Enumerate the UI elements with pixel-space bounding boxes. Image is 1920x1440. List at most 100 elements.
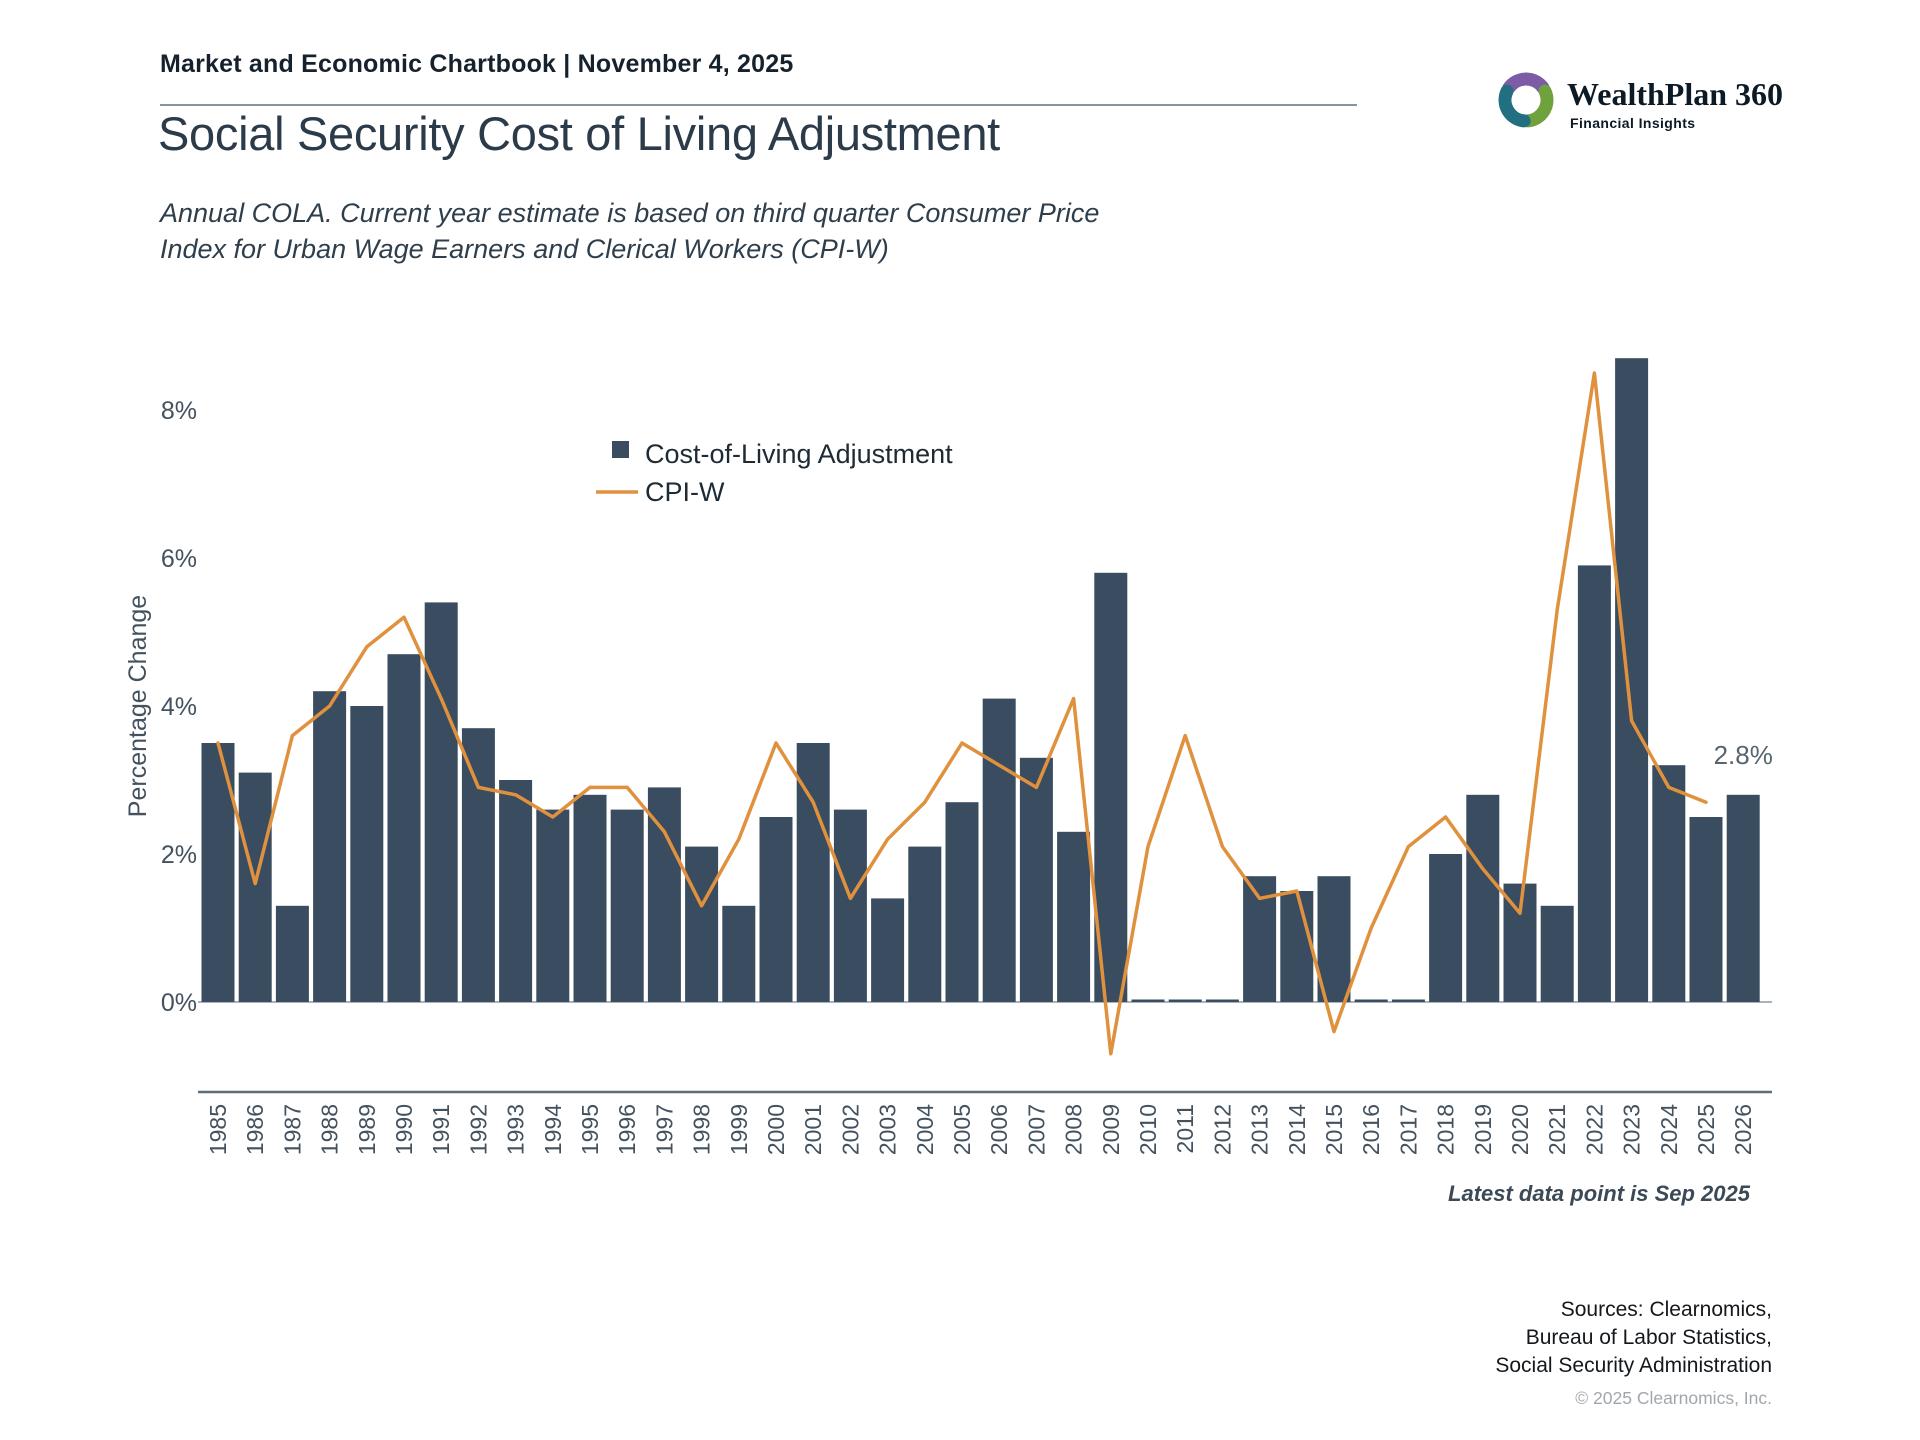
header-divider [160, 104, 1357, 106]
year-label-2000: 2000 [763, 1104, 789, 1155]
year-label-2025: 2025 [1693, 1104, 1719, 1155]
year-label-1989: 1989 [354, 1104, 380, 1155]
bar-1992 [461, 728, 495, 1002]
bar-2019 [1466, 794, 1500, 1002]
year-label-1995: 1995 [577, 1104, 603, 1155]
year-label-2016: 2016 [1358, 1104, 1384, 1155]
bar-2025 [1689, 817, 1723, 1002]
bar-1993 [499, 780, 533, 1002]
year-label-2004: 2004 [912, 1104, 938, 1155]
bar-1999 [722, 905, 756, 1002]
year-label-2009: 2009 [1098, 1104, 1124, 1155]
bar-2014 [1280, 891, 1314, 1002]
year-label-2024: 2024 [1656, 1104, 1682, 1155]
source-line: Social Security Administration [1495, 1354, 1772, 1377]
year-label-1996: 1996 [614, 1104, 640, 1155]
source-line: Bureau of Labor Statistics, [1525, 1326, 1772, 1349]
year-label-1999: 1999 [726, 1104, 752, 1155]
year-label-1990: 1990 [391, 1104, 417, 1155]
logo-swirl-purple [1502, 72, 1550, 95]
source-line: Sources: Clearnomics, [1560, 1298, 1772, 1321]
year-label-2007: 2007 [1023, 1104, 1049, 1155]
logo-text: WealthPlan 360 Financial Insights [1567, 78, 1783, 131]
year-label-1988: 1988 [317, 1104, 343, 1155]
logo-tagline: Financial Insights [1570, 115, 1696, 131]
year-label-2019: 2019 [1470, 1104, 1496, 1155]
y-axis-title: Percentage Change [124, 595, 152, 817]
bar-2017 [1391, 999, 1425, 1002]
bar-2018 [1429, 854, 1463, 1002]
legend-line-label: CPI-W [645, 477, 725, 507]
logo-wordmark: WealthPlan 360 [1567, 76, 1784, 112]
bar-2011 [1168, 999, 1202, 1002]
bar-2002 [833, 809, 867, 1002]
bar-2008 [1057, 831, 1091, 1002]
year-label-1985: 1985 [205, 1104, 231, 1155]
bar-2012 [1205, 999, 1239, 1002]
ytick-0%: 0% [161, 989, 197, 1017]
bar-1989 [350, 706, 384, 1002]
year-label-2020: 2020 [1507, 1104, 1533, 1155]
year-label-1992: 1992 [465, 1104, 491, 1155]
bar-2004 [908, 846, 942, 1002]
year-label-2005: 2005 [949, 1104, 975, 1155]
year-label-1987: 1987 [279, 1104, 305, 1155]
bar-1988 [313, 691, 347, 1002]
year-label-2011: 2011 [1172, 1104, 1198, 1153]
page-subtitle: Annual COLA. Current year estimate is ba… [160, 198, 1100, 264]
bar-2023 [1615, 358, 1649, 1002]
sources-block: Sources: Clearnomics, Bureau of Labor St… [1495, 1296, 1772, 1380]
year-label-2022: 2022 [1581, 1104, 1607, 1155]
ytick-2%: 2% [161, 841, 197, 869]
year-label-1998: 1998 [689, 1104, 715, 1155]
year-label-2023: 2023 [1619, 1104, 1645, 1155]
year-label-2021: 2021 [1544, 1104, 1570, 1155]
ytick-8%: 8% [161, 397, 197, 425]
bar-1996 [610, 809, 644, 1002]
logo-swirl-green [1521, 84, 1554, 128]
ytick-4%: 4% [161, 693, 197, 721]
year-label-1997: 1997 [651, 1104, 677, 1155]
year-label-2003: 2003 [875, 1104, 901, 1155]
bar-1995 [573, 794, 607, 1002]
copyright: © 2025 Clearnomics, Inc. [1575, 1388, 1772, 1408]
year-label-1994: 1994 [540, 1104, 566, 1155]
bar-2015 [1317, 876, 1351, 1002]
year-label-2013: 2013 [1247, 1104, 1273, 1155]
bar-1986 [238, 772, 272, 1002]
year-label-2008: 2008 [1061, 1104, 1087, 1155]
year-label-2001: 2001 [800, 1104, 826, 1155]
chartbook-header: Market and Economic Chartbook | November… [160, 50, 794, 78]
wealthplan-logo: WealthPlan 360 Financial Insights [1494, 68, 1783, 132]
year-label-1986: 1986 [242, 1104, 268, 1155]
year-label-2012: 2012 [1209, 1104, 1235, 1155]
year-label-2006: 2006 [986, 1104, 1012, 1155]
bar-1991 [424, 602, 458, 1002]
bar-2021 [1540, 905, 1574, 1002]
year-label-2010: 2010 [1135, 1104, 1161, 1155]
bar-2005 [945, 802, 979, 1002]
latest-cola-annotation: 2.8% [1714, 740, 1773, 770]
latest-data-note: Latest data point is Sep 2025 [1448, 1181, 1751, 1206]
year-label-2017: 2017 [1395, 1104, 1421, 1155]
bar-2022 [1577, 565, 1611, 1002]
year-label-1991: 1991 [428, 1104, 454, 1155]
bar-1998 [685, 846, 719, 1002]
bar-1990 [387, 654, 421, 1002]
year-label-2014: 2014 [1284, 1104, 1310, 1155]
bar-2007 [1019, 757, 1053, 1002]
bar-1994 [536, 809, 570, 1002]
bar-2016 [1354, 999, 1388, 1002]
year-label-2015: 2015 [1321, 1104, 1347, 1155]
bar-2006 [982, 698, 1016, 1002]
bar-2026 [1726, 794, 1760, 1002]
legend-bar-label: Cost-of-Living Adjustment [645, 439, 953, 469]
wealthplan-logo-icon [1498, 72, 1554, 128]
year-label-2026: 2026 [1730, 1104, 1756, 1155]
page-title: Social Security Cost of Living Adjustmen… [158, 107, 1000, 160]
bar-2003 [871, 898, 905, 1002]
bar-2024 [1652, 765, 1686, 1002]
bar-2010 [1131, 999, 1165, 1002]
bar-2009 [1094, 572, 1128, 1002]
